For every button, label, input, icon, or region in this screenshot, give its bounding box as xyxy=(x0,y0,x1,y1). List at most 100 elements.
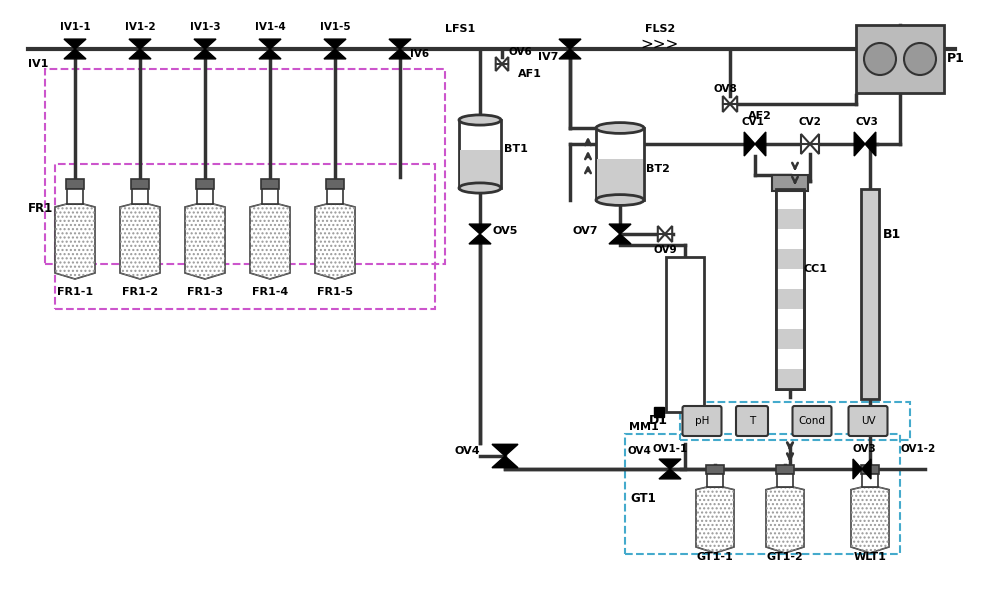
Bar xyxy=(327,189,343,204)
FancyBboxPatch shape xyxy=(792,406,832,436)
Bar xyxy=(776,465,794,474)
Bar xyxy=(666,257,704,411)
FancyBboxPatch shape xyxy=(682,406,722,436)
Polygon shape xyxy=(609,224,631,234)
Polygon shape xyxy=(609,234,631,244)
Bar xyxy=(262,189,278,204)
Polygon shape xyxy=(865,132,876,156)
Bar xyxy=(777,229,803,249)
Polygon shape xyxy=(324,39,346,49)
FancyBboxPatch shape xyxy=(848,406,888,436)
Bar xyxy=(777,474,793,487)
Polygon shape xyxy=(755,132,766,156)
Polygon shape xyxy=(259,49,281,59)
Polygon shape xyxy=(766,487,804,553)
Text: Cond: Cond xyxy=(798,416,826,426)
Text: BT2: BT2 xyxy=(646,164,670,174)
Polygon shape xyxy=(559,49,581,59)
Text: IV1-1: IV1-1 xyxy=(60,22,90,32)
Polygon shape xyxy=(851,487,889,553)
Bar xyxy=(777,269,803,289)
Bar xyxy=(861,465,879,474)
Text: FR1-3: FR1-3 xyxy=(187,287,223,297)
Bar xyxy=(45,69,445,264)
Polygon shape xyxy=(854,132,865,156)
Bar xyxy=(196,179,214,189)
Polygon shape xyxy=(469,234,491,244)
Polygon shape xyxy=(389,39,411,49)
Bar xyxy=(772,175,808,191)
Text: D1: D1 xyxy=(649,414,668,428)
Polygon shape xyxy=(324,49,346,59)
Polygon shape xyxy=(696,487,734,553)
Bar xyxy=(706,465,724,474)
Polygon shape xyxy=(120,204,160,279)
Bar xyxy=(261,179,279,189)
Text: IV7: IV7 xyxy=(538,52,558,62)
Text: IV1-2: IV1-2 xyxy=(125,22,155,32)
Text: GT1-1: GT1-1 xyxy=(697,552,733,562)
Bar xyxy=(680,402,910,440)
Polygon shape xyxy=(194,39,216,49)
Polygon shape xyxy=(853,459,862,479)
Polygon shape xyxy=(469,224,491,234)
Text: AF1: AF1 xyxy=(518,69,542,79)
Text: CC1: CC1 xyxy=(804,264,828,274)
Text: LFS1: LFS1 xyxy=(445,24,475,34)
Text: CV1: CV1 xyxy=(742,117,764,127)
Text: BT1: BT1 xyxy=(504,144,528,154)
Circle shape xyxy=(864,43,896,75)
Ellipse shape xyxy=(459,183,501,193)
Bar xyxy=(625,434,900,554)
Polygon shape xyxy=(129,49,151,59)
Bar xyxy=(777,309,803,329)
Bar xyxy=(654,406,664,417)
Text: IV1-5: IV1-5 xyxy=(320,22,350,32)
Text: IV1-3: IV1-3 xyxy=(190,22,220,32)
Text: OV3: OV3 xyxy=(852,444,876,454)
Ellipse shape xyxy=(596,194,644,205)
Polygon shape xyxy=(194,49,216,59)
Circle shape xyxy=(904,43,936,75)
Text: pH: pH xyxy=(695,416,709,426)
Polygon shape xyxy=(559,39,581,49)
Polygon shape xyxy=(129,39,151,49)
Text: GT1: GT1 xyxy=(630,492,656,506)
Polygon shape xyxy=(64,39,86,49)
Bar xyxy=(597,159,643,199)
Text: OV1-1: OV1-1 xyxy=(652,444,688,454)
Bar xyxy=(861,189,879,399)
Text: B1: B1 xyxy=(883,228,901,240)
Bar xyxy=(777,189,803,209)
Polygon shape xyxy=(744,132,755,156)
Bar xyxy=(66,179,84,189)
Ellipse shape xyxy=(596,123,644,133)
Polygon shape xyxy=(659,459,681,469)
Text: T: T xyxy=(749,416,755,426)
Text: >>>: >>> xyxy=(641,36,679,51)
Bar xyxy=(131,179,149,189)
Text: WLT1: WLT1 xyxy=(854,552,886,562)
Text: OV4: OV4 xyxy=(454,446,480,456)
Text: FR1-2: FR1-2 xyxy=(122,287,158,297)
Bar xyxy=(862,474,878,487)
Bar xyxy=(197,189,213,204)
Polygon shape xyxy=(259,39,281,49)
Polygon shape xyxy=(810,134,819,154)
Bar xyxy=(776,189,804,389)
Bar xyxy=(460,150,500,187)
Polygon shape xyxy=(492,445,518,456)
Polygon shape xyxy=(801,134,810,154)
Bar xyxy=(777,289,803,309)
Text: P1: P1 xyxy=(947,53,965,65)
FancyBboxPatch shape xyxy=(736,406,768,436)
Bar xyxy=(777,349,803,369)
Polygon shape xyxy=(185,204,225,279)
Bar xyxy=(856,25,944,93)
Text: OV6: OV6 xyxy=(508,47,532,57)
Bar xyxy=(67,189,83,204)
Bar xyxy=(326,179,344,189)
Text: FR1-1: FR1-1 xyxy=(57,287,93,297)
Bar xyxy=(777,249,803,269)
Text: OV8: OV8 xyxy=(713,84,737,94)
